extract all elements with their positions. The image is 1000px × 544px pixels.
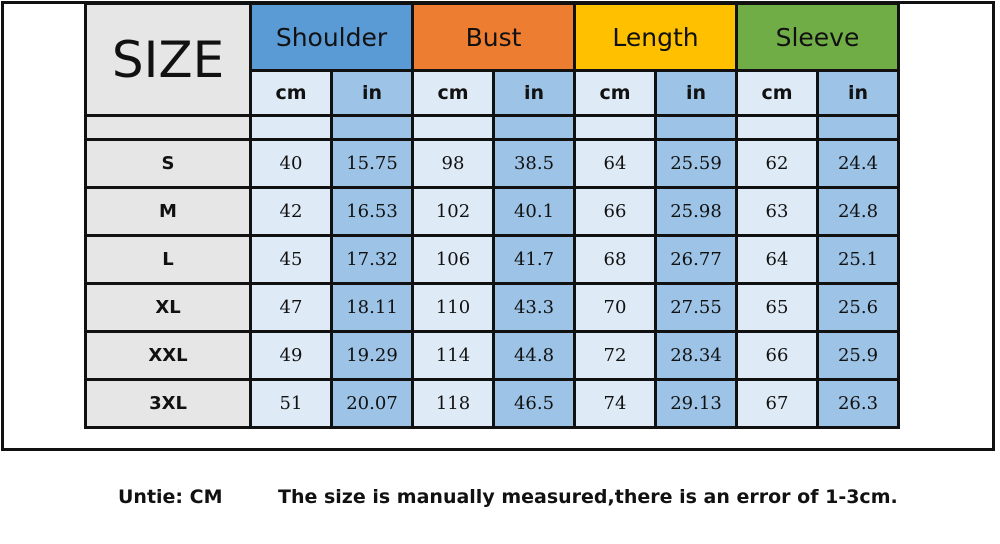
unit-cm: cm: [735, 69, 819, 117]
value-cell: 41.7: [492, 234, 576, 285]
unit-in: in: [816, 69, 900, 117]
unit-in: in: [492, 69, 576, 117]
table-row: 3XL 51 20.07 118 46.5 74 29.13 67 26.3: [84, 378, 900, 429]
value-cell: 64: [573, 138, 657, 189]
table-row: L 45 17.32 106 41.7 68 26.77 64 25.1: [84, 234, 900, 285]
table-row: M 42 16.53 102 40.1 66 25.98 63 24.8: [84, 186, 900, 237]
value-cell: 40.1: [492, 186, 576, 237]
value-cell: 65: [735, 282, 819, 333]
chart-frame: [1, 1, 995, 451]
size-cell: S: [84, 138, 252, 189]
size-cell: XL: [84, 282, 252, 333]
value-cell: 25.98: [654, 186, 738, 237]
value-cell: 17.32: [330, 234, 414, 285]
value-cell: 98: [411, 138, 495, 189]
value-cell: 43.3: [492, 282, 576, 333]
unit-cm: cm: [573, 69, 657, 117]
value-cell: 72: [573, 330, 657, 381]
value-cell: 118: [411, 378, 495, 429]
measurement-note: The size is manually measured,there is a…: [278, 486, 898, 508]
value-cell: 25.6: [816, 282, 900, 333]
value-cell: 16.53: [330, 186, 414, 237]
value-cell: 18.11: [330, 282, 414, 333]
unit-cm: cm: [249, 69, 333, 117]
blank-cell: [654, 114, 738, 141]
header-bust: Bust: [411, 2, 576, 72]
blank-cell: [249, 114, 333, 141]
value-cell: 38.5: [492, 138, 576, 189]
value-cell: 102: [411, 186, 495, 237]
blank-cell: [573, 114, 657, 141]
value-cell: 106: [411, 234, 495, 285]
header-shoulder: Shoulder: [249, 2, 414, 72]
value-cell: 28.34: [654, 330, 738, 381]
value-cell: 42: [249, 186, 333, 237]
spacer-row: [84, 114, 900, 141]
value-cell: 68: [573, 234, 657, 285]
value-cell: 26.77: [654, 234, 738, 285]
table-row: XXL 49 19.29 114 44.8 72 28.34 66 25.9: [84, 330, 900, 381]
size-cell: XXL: [84, 330, 252, 381]
value-cell: 29.13: [654, 378, 738, 429]
blank-cell: [330, 114, 414, 141]
value-cell: 46.5: [492, 378, 576, 429]
value-cell: 24.8: [816, 186, 900, 237]
header-row: SIZE Shoulder Bust Length Sleeve: [84, 2, 900, 117]
value-cell: 66: [573, 186, 657, 237]
value-cell: 66: [735, 330, 819, 381]
header-length: Length: [573, 2, 738, 72]
size-header: SIZE: [84, 2, 252, 117]
value-cell: 15.75: [330, 138, 414, 189]
unit-in: in: [330, 69, 414, 117]
blank-cell: [735, 114, 819, 141]
value-cell: 45: [249, 234, 333, 285]
value-cell: 20.07: [330, 378, 414, 429]
size-cell: 3XL: [84, 378, 252, 429]
value-cell: 64: [735, 234, 819, 285]
value-cell: 27.55: [654, 282, 738, 333]
value-cell: 24.4: [816, 138, 900, 189]
value-cell: 63: [735, 186, 819, 237]
blank-cell: [492, 114, 576, 141]
size-cell: M: [84, 186, 252, 237]
value-cell: 47: [249, 282, 333, 333]
size-cell: L: [84, 234, 252, 285]
value-cell: 25.1: [816, 234, 900, 285]
blank-cell: [816, 114, 900, 141]
value-cell: 19.29: [330, 330, 414, 381]
value-cell: 67: [735, 378, 819, 429]
header-sleeve: Sleeve: [735, 2, 900, 72]
blank-cell: [411, 114, 495, 141]
blank-cell: [84, 114, 252, 141]
unit-row: cm in cm in cm in cm in: [86, 69, 900, 117]
unit-note: Untie: CM: [118, 486, 223, 508]
value-cell: 114: [411, 330, 495, 381]
value-cell: 40: [249, 138, 333, 189]
value-cell: 25.59: [654, 138, 738, 189]
value-cell: 110: [411, 282, 495, 333]
value-cell: 26.3: [816, 378, 900, 429]
unit-cm: cm: [411, 69, 495, 117]
value-cell: 49: [249, 330, 333, 381]
unit-in: in: [654, 69, 738, 117]
value-cell: 70: [573, 282, 657, 333]
value-cell: 44.8: [492, 330, 576, 381]
size-chart-table: SIZE Shoulder Bust Length Sleeve cm in cm in cm in…: [84, 2, 900, 429]
value-cell: 74: [573, 378, 657, 429]
table-row: XL 47 18.11 110 43.3 70 27.55 65 25.6: [84, 282, 900, 333]
value-cell: 25.9: [816, 330, 900, 381]
value-cell: 62: [735, 138, 819, 189]
table-row: S 40 15.75 98 38.5 64 25.59 62 24.4: [84, 138, 900, 189]
value-cell: 51: [249, 378, 333, 429]
